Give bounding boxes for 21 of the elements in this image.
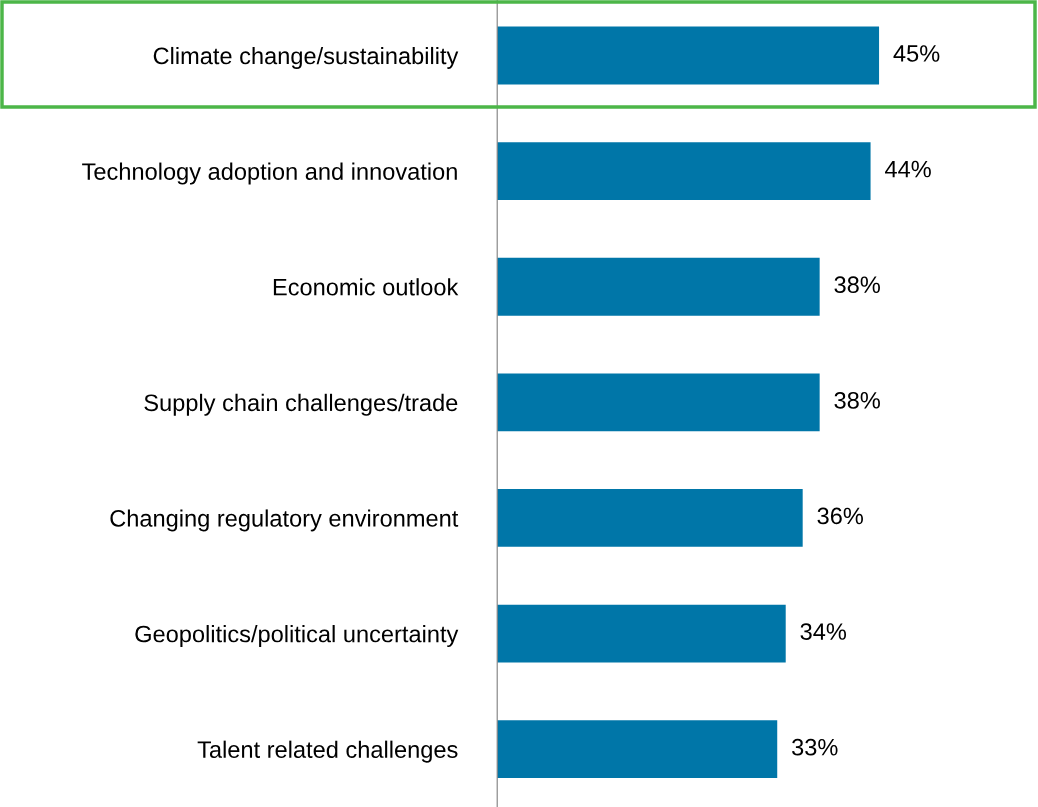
bar	[497, 142, 871, 201]
bar	[497, 26, 880, 85]
y-tick-label: Economic outlook	[273, 278, 459, 296]
y-tick-label: Geopolitics/political uncertainty	[135, 625, 459, 648]
y-tick-label: Climate change/sustainability	[153, 46, 459, 69]
data-label: 34%	[800, 623, 847, 640]
bar	[497, 489, 803, 547]
y-tick-label: Supply chain challenges/trade	[144, 393, 458, 416]
y-tick-label: Changing regulatory environment	[110, 509, 459, 532]
bar	[497, 604, 786, 663]
data-label: 33%	[792, 738, 838, 756]
y-tick-label: Technology adoption and innovation	[82, 162, 457, 185]
bar	[497, 373, 820, 432]
data-label: 44%	[885, 160, 931, 178]
data-label: 38%	[834, 276, 880, 294]
data-label: 36%	[817, 507, 863, 525]
y-tick-label: Talent related challenges	[197, 740, 458, 763]
bar	[497, 720, 778, 779]
bar	[497, 257, 820, 316]
data-label: 38%	[834, 391, 880, 409]
data-label: 45%	[893, 45, 940, 62]
